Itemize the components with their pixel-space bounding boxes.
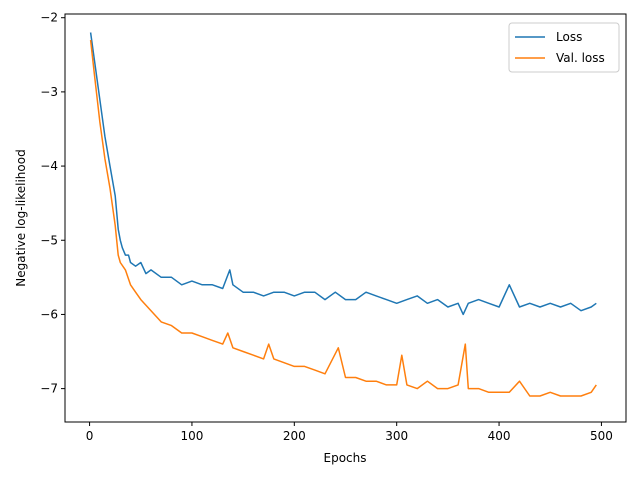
y-tick-label: −7 xyxy=(40,382,58,396)
x-tick-label: 200 xyxy=(283,429,306,443)
legend: Loss Val. loss xyxy=(508,22,620,73)
series-line-1 xyxy=(89,39,597,397)
y-axis-label: Negative log-likelihood xyxy=(14,149,28,286)
x-tick-label: 300 xyxy=(385,429,408,443)
x-axis-label: Epochs xyxy=(324,451,367,465)
y-tick-label: −4 xyxy=(40,159,58,173)
x-tick-label: 400 xyxy=(488,429,511,443)
y-tick-label: −5 xyxy=(40,233,58,247)
plot-frame xyxy=(64,13,627,423)
legend-box xyxy=(508,22,620,73)
y-tick-label: −2 xyxy=(40,11,58,25)
x-tick-label: 500 xyxy=(590,429,613,443)
y-tick-label: −6 xyxy=(40,307,58,321)
series-layer xyxy=(89,32,597,397)
legend-label-val-loss: Val. loss xyxy=(556,51,605,65)
y-axis-ticks: −7 −6 −5 −4 −3 −2 xyxy=(40,11,65,396)
series-line-0 xyxy=(89,32,597,316)
x-tick-label: 0 xyxy=(86,429,94,443)
legend-label-loss: Loss xyxy=(556,30,582,44)
x-tick-label: 100 xyxy=(180,429,203,443)
x-axis-ticks: 0 100 200 300 400 500 xyxy=(86,422,613,443)
y-tick-label: −3 xyxy=(40,85,58,99)
